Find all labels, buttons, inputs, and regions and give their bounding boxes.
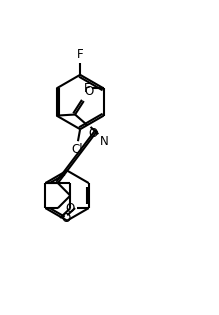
Text: Cl: Cl <box>72 143 83 156</box>
Text: F: F <box>84 82 90 95</box>
Text: F: F <box>77 48 83 61</box>
Text: O: O <box>85 85 94 98</box>
Text: O: O <box>89 127 98 140</box>
Text: O: O <box>61 212 70 225</box>
Text: O: O <box>66 202 75 215</box>
Text: N: N <box>100 135 109 148</box>
